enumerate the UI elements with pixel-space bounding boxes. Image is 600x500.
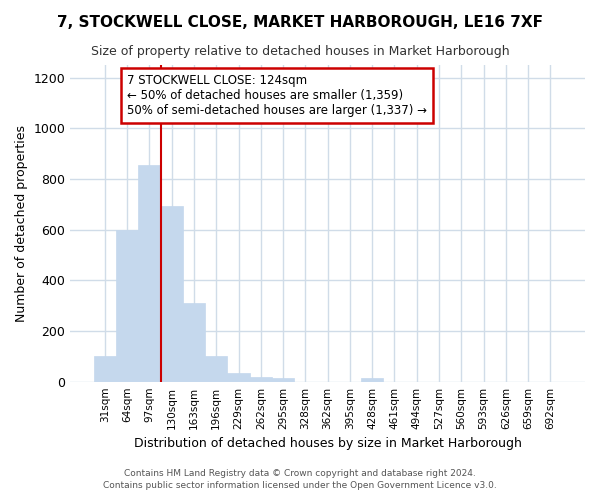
Bar bbox=[138, 165, 161, 382]
Bar bbox=[94, 356, 116, 382]
Bar bbox=[205, 356, 227, 382]
Bar bbox=[116, 230, 138, 382]
Bar bbox=[250, 376, 272, 382]
Bar bbox=[183, 303, 205, 382]
Bar bbox=[272, 378, 294, 382]
X-axis label: Distribution of detached houses by size in Market Harborough: Distribution of detached houses by size … bbox=[134, 437, 521, 450]
Bar bbox=[227, 374, 250, 382]
Bar bbox=[161, 206, 183, 382]
Y-axis label: Number of detached properties: Number of detached properties bbox=[15, 125, 28, 322]
Text: 7, STOCKWELL CLOSE, MARKET HARBOROUGH, LE16 7XF: 7, STOCKWELL CLOSE, MARKET HARBOROUGH, L… bbox=[57, 15, 543, 30]
Text: 7 STOCKWELL CLOSE: 124sqm
← 50% of detached houses are smaller (1,359)
50% of se: 7 STOCKWELL CLOSE: 124sqm ← 50% of detac… bbox=[127, 74, 427, 117]
Text: Size of property relative to detached houses in Market Harborough: Size of property relative to detached ho… bbox=[91, 45, 509, 58]
Text: Contains HM Land Registry data © Crown copyright and database right 2024.
Contai: Contains HM Land Registry data © Crown c… bbox=[103, 468, 497, 490]
Bar bbox=[361, 378, 383, 382]
